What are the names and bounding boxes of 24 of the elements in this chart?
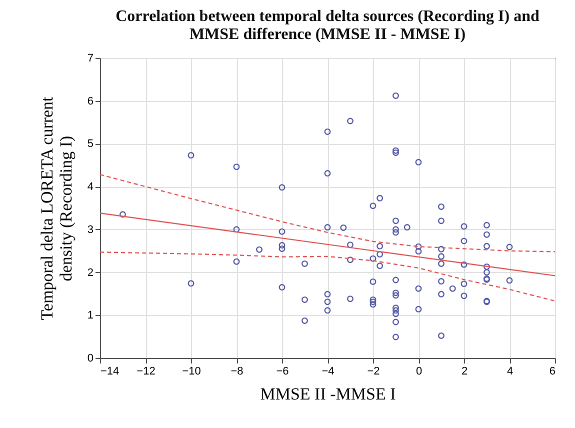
x-tick-label: 4 bbox=[506, 366, 514, 378]
y-tick-label: 6 bbox=[87, 95, 94, 108]
x-tick-label: −12 bbox=[136, 366, 156, 378]
y-tick-label: 2 bbox=[87, 266, 94, 279]
x-axis-title: MMSE II -MMSE I bbox=[260, 384, 396, 404]
x-tick-label: −8 bbox=[230, 366, 244, 378]
y-tick-label: 1 bbox=[87, 310, 94, 322]
x-tick-label: −2 bbox=[367, 366, 380, 378]
y-axis-title: Temporal delta LORETA current density (Recording I) bbox=[37, 96, 76, 320]
y-tick-label: 7 bbox=[87, 52, 94, 64]
x-tick-label: 2 bbox=[461, 366, 468, 378]
line-series bbox=[99, 252, 556, 302]
y-tick-label: 3 bbox=[87, 224, 94, 236]
x-tick-label: −14 bbox=[100, 366, 120, 378]
x-tick-label: 0 bbox=[416, 366, 422, 378]
y-tick-label: 4 bbox=[87, 181, 94, 194]
x-tick-label: −10 bbox=[182, 366, 201, 378]
y-tick-label: 5 bbox=[87, 138, 94, 150]
chart-title: Correlation between temporal delta sources (Recording I) and MMSE difference (MMSE II - MMSE I) bbox=[116, 8, 540, 43]
x-tick-label: −6 bbox=[276, 366, 289, 378]
x-tick-label: −4 bbox=[322, 366, 334, 378]
line-series bbox=[99, 174, 556, 252]
y-tick-label: 0 bbox=[87, 352, 94, 364]
x-tick-label: 6 bbox=[549, 366, 556, 378]
